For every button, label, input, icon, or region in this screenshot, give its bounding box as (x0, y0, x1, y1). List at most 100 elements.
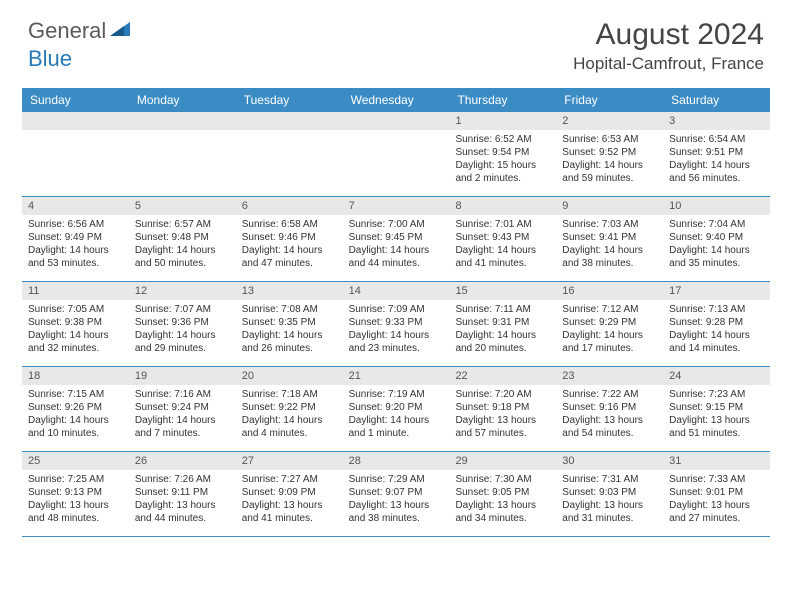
sunrise-line: Sunrise: 7:20 AM (455, 388, 550, 401)
day-content: Sunrise: 7:08 AMSunset: 9:35 PMDaylight:… (236, 300, 343, 359)
day-number: 17 (663, 282, 770, 300)
week-row: 11Sunrise: 7:05 AMSunset: 9:38 PMDayligh… (22, 282, 770, 367)
daylight-line: Daylight: 14 hours and 17 minutes. (562, 329, 657, 355)
daylight-line: Daylight: 14 hours and 1 minute. (349, 414, 444, 440)
sunset-line: Sunset: 9:24 PM (135, 401, 230, 414)
week-row: 25Sunrise: 7:25 AMSunset: 9:13 PMDayligh… (22, 452, 770, 537)
week-row: 1Sunrise: 6:52 AMSunset: 9:54 PMDaylight… (22, 112, 770, 197)
day-content: Sunrise: 7:23 AMSunset: 9:15 PMDaylight:… (663, 385, 770, 444)
sunset-line: Sunset: 9:41 PM (562, 231, 657, 244)
sunset-line: Sunset: 9:28 PM (669, 316, 764, 329)
day-number (236, 112, 343, 130)
day-header-friday: Friday (556, 88, 663, 112)
sunrise-line: Sunrise: 7:30 AM (455, 473, 550, 486)
daylight-line: Daylight: 14 hours and 29 minutes. (135, 329, 230, 355)
day-cell: 1Sunrise: 6:52 AMSunset: 9:54 PMDaylight… (449, 112, 556, 196)
sunset-line: Sunset: 9:29 PM (562, 316, 657, 329)
daylight-line: Daylight: 13 hours and 38 minutes. (349, 499, 444, 525)
day-number: 22 (449, 367, 556, 385)
day-cell: 9Sunrise: 7:03 AMSunset: 9:41 PMDaylight… (556, 197, 663, 281)
day-header-tuesday: Tuesday (236, 88, 343, 112)
day-content: Sunrise: 7:05 AMSunset: 9:38 PMDaylight:… (22, 300, 129, 359)
day-number: 21 (343, 367, 450, 385)
sunset-line: Sunset: 9:43 PM (455, 231, 550, 244)
logo-text-general: General (28, 18, 106, 44)
day-cell: 29Sunrise: 7:30 AMSunset: 9:05 PMDayligh… (449, 452, 556, 536)
sunrise-line: Sunrise: 7:23 AM (669, 388, 764, 401)
day-content: Sunrise: 6:58 AMSunset: 9:46 PMDaylight:… (236, 215, 343, 274)
sunrise-line: Sunrise: 7:29 AM (349, 473, 444, 486)
day-cell: 20Sunrise: 7:18 AMSunset: 9:22 PMDayligh… (236, 367, 343, 451)
day-content: Sunrise: 7:16 AMSunset: 9:24 PMDaylight:… (129, 385, 236, 444)
day-cell: 17 Sunrise: 7:13 AMSunset: 9:28 PMDayligh… (663, 282, 770, 366)
day-cell: 24Sunrise: 7:23 AMSunset: 9:15 PMDayligh… (663, 367, 770, 451)
day-cell: 23Sunrise: 7:22 AMSunset: 9:16 PMDayligh… (556, 367, 663, 451)
sunset-line: Sunset: 9:26 PM (28, 401, 123, 414)
daylight-line: Daylight: 14 hours and 20 minutes. (455, 329, 550, 355)
day-content: Sunrise: 7:18 AMSunset: 9:22 PMDaylight:… (236, 385, 343, 444)
day-content: Sunrise: 6:52 AMSunset: 9:54 PMDaylight:… (449, 130, 556, 189)
sunrise-line: Sunrise: 7:22 AM (562, 388, 657, 401)
day-cell: 26Sunrise: 7:26 AMSunset: 9:11 PMDayligh… (129, 452, 236, 536)
sunrise-line: Sunrise: 7:13 AM (669, 303, 764, 316)
day-number: 20 (236, 367, 343, 385)
day-number: 9 (556, 197, 663, 215)
day-content: Sunrise: 7:01 AMSunset: 9:43 PMDaylight:… (449, 215, 556, 274)
daylight-line: Daylight: 14 hours and 14 minutes. (669, 329, 764, 355)
day-content: Sunrise: 7:19 AMSunset: 9:20 PMDaylight:… (343, 385, 450, 444)
day-content: Sunrise: 7:15 AMSunset: 9:26 PMDaylight:… (22, 385, 129, 444)
day-cell (22, 112, 129, 196)
sunset-line: Sunset: 9:09 PM (242, 486, 337, 499)
day-number: 29 (449, 452, 556, 470)
sunset-line: Sunset: 9:03 PM (562, 486, 657, 499)
day-header-wednesday: Wednesday (343, 88, 450, 112)
day-number: 26 (129, 452, 236, 470)
day-cell: 6Sunrise: 6:58 AMSunset: 9:46 PMDaylight… (236, 197, 343, 281)
day-header-sunday: Sunday (22, 88, 129, 112)
day-number: 1 (449, 112, 556, 130)
daylight-line: Daylight: 14 hours and 44 minutes. (349, 244, 444, 270)
day-content: Sunrise: 7:27 AMSunset: 9:09 PMDaylight:… (236, 470, 343, 529)
day-cell: 31Sunrise: 7:33 AMSunset: 9:01 PMDayligh… (663, 452, 770, 536)
daylight-line: Daylight: 14 hours and 10 minutes. (28, 414, 123, 440)
sunrise-line: Sunrise: 6:58 AM (242, 218, 337, 231)
day-header-monday: Monday (129, 88, 236, 112)
daylight-line: Daylight: 14 hours and 7 minutes. (135, 414, 230, 440)
day-content: Sunrise: 6:56 AMSunset: 9:49 PMDaylight:… (22, 215, 129, 274)
day-number: 24 (663, 367, 770, 385)
day-number: 25 (22, 452, 129, 470)
title-block: August 2024 Hopital-Camfrout, France (573, 18, 764, 74)
sunrise-line: Sunrise: 7:01 AM (455, 218, 550, 231)
day-cell: 2Sunrise: 6:53 AMSunset: 9:52 PMDaylight… (556, 112, 663, 196)
day-content: Sunrise: 7:00 AMSunset: 9:45 PMDaylight:… (343, 215, 450, 274)
daylight-line: Daylight: 13 hours and 48 minutes. (28, 499, 123, 525)
sunrise-line: Sunrise: 6:54 AM (669, 133, 764, 146)
day-cell: 11Sunrise: 7:05 AMSunset: 9:38 PMDayligh… (22, 282, 129, 366)
day-number: 23 (556, 367, 663, 385)
sunrise-line: Sunrise: 7:03 AM (562, 218, 657, 231)
sunrise-line: Sunrise: 7:08 AM (242, 303, 337, 316)
daylight-line: Daylight: 14 hours and 41 minutes. (455, 244, 550, 270)
day-cell: 8Sunrise: 7:01 AMSunset: 9:43 PMDaylight… (449, 197, 556, 281)
day-content: Sunrise: 6:57 AMSunset: 9:48 PMDaylight:… (129, 215, 236, 274)
daylight-line: Daylight: 14 hours and 32 minutes. (28, 329, 123, 355)
day-content: Sunrise: 7:07 AMSunset: 9:36 PMDaylight:… (129, 300, 236, 359)
week-row: 18Sunrise: 7:15 AMSunset: 9:26 PMDayligh… (22, 367, 770, 452)
day-number: 5 (129, 197, 236, 215)
daylight-line: Daylight: 13 hours and 51 minutes. (669, 414, 764, 440)
day-cell: 16Sunrise: 7:12 AMSunset: 9:29 PMDayligh… (556, 282, 663, 366)
sunrise-line: Sunrise: 7:09 AM (349, 303, 444, 316)
day-number: 30 (556, 452, 663, 470)
sunset-line: Sunset: 9:33 PM (349, 316, 444, 329)
day-cell: 4Sunrise: 6:56 AMSunset: 9:49 PMDaylight… (22, 197, 129, 281)
daylight-line: Daylight: 14 hours and 56 minutes. (669, 159, 764, 185)
day-cell: 18Sunrise: 7:15 AMSunset: 9:26 PMDayligh… (22, 367, 129, 451)
sunrise-line: Sunrise: 7:00 AM (349, 218, 444, 231)
daylight-line: Daylight: 14 hours and 50 minutes. (135, 244, 230, 270)
sunrise-line: Sunrise: 6:57 AM (135, 218, 230, 231)
day-content: Sunrise: 7:04 AMSunset: 9:40 PMDaylight:… (663, 215, 770, 274)
day-cell: 28Sunrise: 7:29 AMSunset: 9:07 PMDayligh… (343, 452, 450, 536)
sunrise-line: Sunrise: 7:07 AM (135, 303, 230, 316)
day-content: Sunrise: 6:54 AMSunset: 9:51 PMDaylight:… (663, 130, 770, 189)
sunrise-line: Sunrise: 7:25 AM (28, 473, 123, 486)
